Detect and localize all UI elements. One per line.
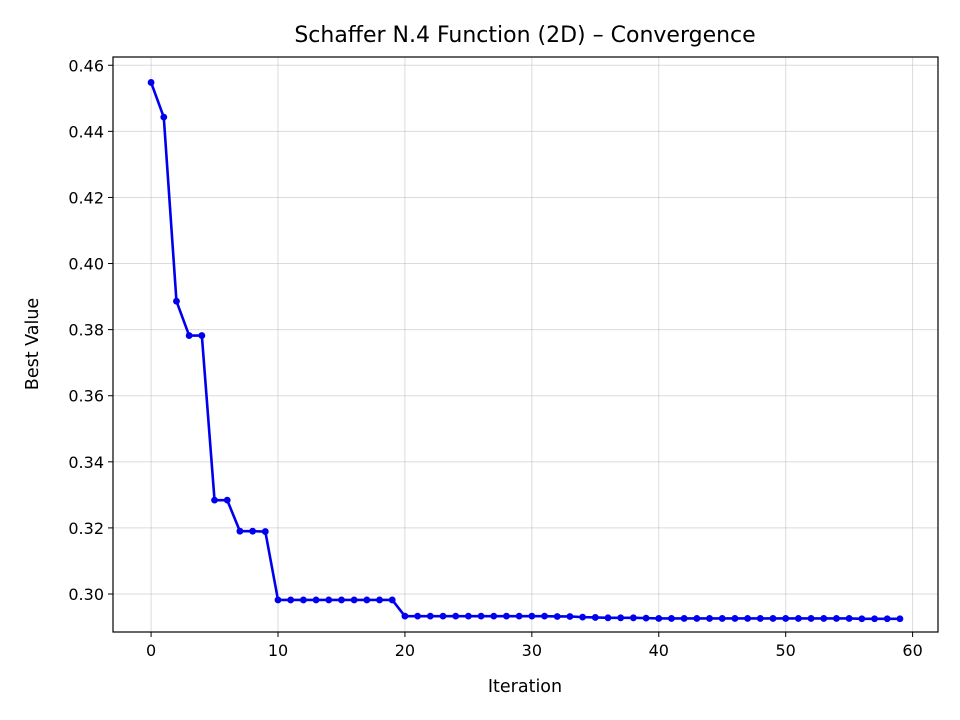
data-point bbox=[693, 615, 701, 622]
data-point bbox=[807, 615, 815, 622]
data-point bbox=[756, 615, 764, 622]
data-point bbox=[439, 612, 447, 620]
data-point bbox=[198, 332, 206, 339]
data-point bbox=[464, 612, 472, 620]
data-point bbox=[211, 496, 218, 504]
data-point bbox=[376, 596, 383, 604]
data-point bbox=[287, 596, 295, 604]
data-point bbox=[312, 596, 320, 604]
data-point bbox=[845, 615, 853, 622]
data-point bbox=[744, 615, 752, 622]
data-point bbox=[541, 612, 548, 620]
data-point bbox=[147, 79, 155, 86]
data-point bbox=[896, 615, 904, 623]
y-tick-label: 0.46 bbox=[68, 56, 104, 75]
data-point bbox=[401, 612, 409, 620]
x-tick-label: 50 bbox=[776, 641, 796, 660]
data-point bbox=[680, 615, 688, 622]
data-point bbox=[173, 297, 180, 305]
data-point bbox=[249, 527, 257, 535]
data-point bbox=[477, 612, 485, 620]
data-point bbox=[668, 615, 675, 622]
y-tick-label: 0.32 bbox=[68, 519, 104, 538]
plot-frame bbox=[112, 56, 939, 633]
x-tick-label: 10 bbox=[268, 641, 288, 660]
data-point bbox=[528, 612, 536, 620]
data-point bbox=[782, 615, 790, 622]
grid bbox=[113, 57, 938, 632]
data-point bbox=[490, 612, 498, 620]
data-point bbox=[261, 528, 269, 535]
data-point bbox=[883, 615, 891, 623]
data-point bbox=[731, 615, 739, 622]
data-point bbox=[769, 615, 777, 622]
data-point bbox=[629, 614, 637, 622]
data-point bbox=[515, 612, 523, 620]
data-point bbox=[452, 612, 460, 620]
data-point bbox=[274, 596, 282, 604]
data-point bbox=[553, 613, 561, 620]
data-point bbox=[223, 496, 231, 504]
y-tick-label: 0.36 bbox=[68, 387, 104, 406]
y-tick-label: 0.38 bbox=[68, 321, 104, 340]
data-point bbox=[820, 615, 828, 622]
data-point bbox=[350, 596, 358, 604]
chart-title: Schaffer N.4 Function (2D) – Convergence bbox=[294, 23, 755, 48]
x-axis: 0 10 20 30 40 50 60 bbox=[146, 632, 923, 660]
series-layer bbox=[147, 79, 904, 623]
data-point bbox=[388, 596, 396, 604]
data-point bbox=[718, 615, 726, 622]
data-point bbox=[503, 612, 510, 620]
x-tick-label: 20 bbox=[395, 641, 415, 660]
data-point bbox=[426, 612, 434, 620]
data-point bbox=[871, 615, 878, 623]
x-axis-label: Iteration bbox=[488, 677, 562, 697]
data-point bbox=[617, 614, 625, 622]
data-point bbox=[325, 596, 333, 604]
x-tick-label: 0 bbox=[146, 641, 156, 660]
y-tick-label: 0.42 bbox=[68, 188, 104, 207]
data-point bbox=[566, 613, 574, 620]
y-tick-label: 0.34 bbox=[68, 453, 104, 472]
data-point bbox=[160, 113, 168, 121]
data-point bbox=[794, 615, 802, 622]
data-point bbox=[655, 615, 663, 622]
data-point bbox=[642, 614, 650, 622]
data-point bbox=[414, 612, 422, 620]
data-point bbox=[363, 596, 371, 604]
data-point bbox=[706, 615, 713, 622]
data-point bbox=[579, 613, 587, 621]
data-point bbox=[858, 615, 866, 623]
data-point bbox=[236, 527, 244, 535]
series-line bbox=[149, 82, 900, 621]
data-point bbox=[833, 615, 840, 622]
data-point bbox=[591, 614, 599, 621]
data-point bbox=[338, 596, 345, 604]
data-point bbox=[299, 596, 307, 604]
y-axis-label: Best Value bbox=[23, 298, 43, 390]
x-tick-label: 30 bbox=[522, 641, 542, 660]
y-tick-label: 0.30 bbox=[68, 585, 104, 604]
x-tick-label: 60 bbox=[902, 641, 922, 660]
y-tick-label: 0.44 bbox=[68, 122, 104, 141]
data-point bbox=[604, 614, 612, 622]
y-axis: 0.30 0.32 0.34 0.36 0.38 0.40 0.42 0.44 0.46 bbox=[68, 56, 113, 604]
y-tick-label: 0.40 bbox=[68, 255, 104, 274]
x-tick-label: 40 bbox=[649, 641, 669, 660]
data-point bbox=[185, 332, 193, 339]
